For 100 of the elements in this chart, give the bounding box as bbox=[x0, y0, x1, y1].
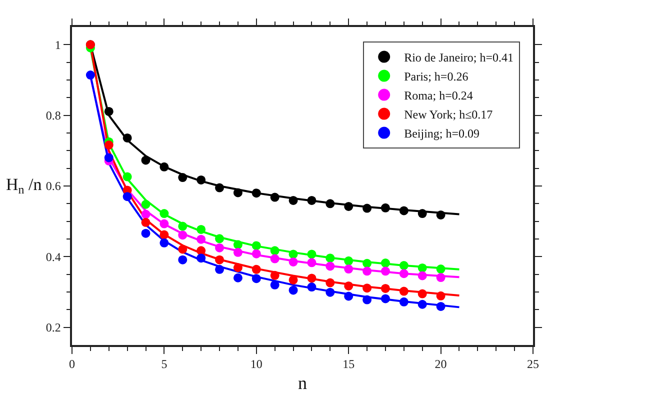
legend-label: New York; h≤0.17 bbox=[404, 107, 493, 122]
point bbox=[418, 300, 427, 309]
point bbox=[436, 291, 446, 300]
point bbox=[233, 248, 242, 257]
point bbox=[215, 255, 224, 264]
x-tick-label: 20 bbox=[434, 357, 447, 372]
point bbox=[362, 266, 372, 276]
point bbox=[233, 240, 242, 250]
x-axis-title: n bbox=[298, 372, 307, 393]
point bbox=[288, 196, 298, 205]
point bbox=[418, 289, 427, 298]
point bbox=[160, 230, 169, 240]
point bbox=[362, 284, 372, 293]
point bbox=[399, 297, 408, 306]
point bbox=[252, 241, 261, 250]
point bbox=[399, 269, 408, 278]
point bbox=[141, 210, 150, 219]
point bbox=[122, 192, 132, 202]
point bbox=[233, 263, 242, 272]
point bbox=[86, 70, 95, 80]
point bbox=[399, 261, 408, 270]
point bbox=[344, 292, 354, 301]
point bbox=[288, 286, 298, 295]
point bbox=[122, 133, 132, 142]
point bbox=[436, 264, 446, 274]
point bbox=[399, 286, 408, 296]
point bbox=[362, 295, 372, 304]
point bbox=[104, 153, 114, 162]
point bbox=[104, 106, 114, 116]
point bbox=[178, 173, 188, 182]
point bbox=[326, 288, 335, 297]
point bbox=[288, 257, 298, 266]
point bbox=[380, 294, 390, 304]
point bbox=[307, 258, 316, 268]
point bbox=[326, 278, 335, 288]
point bbox=[233, 188, 242, 198]
point bbox=[196, 224, 206, 234]
legend-label: Paris; h=0.26 bbox=[404, 69, 468, 84]
point bbox=[270, 280, 280, 290]
point bbox=[178, 230, 188, 240]
point bbox=[141, 156, 150, 165]
point bbox=[326, 199, 335, 208]
point bbox=[196, 246, 206, 256]
point bbox=[196, 175, 206, 184]
point bbox=[380, 284, 390, 293]
point bbox=[160, 238, 169, 248]
point bbox=[288, 250, 298, 259]
point bbox=[307, 196, 316, 205]
point bbox=[160, 219, 169, 228]
x-tick-label: 25 bbox=[527, 357, 539, 372]
point bbox=[215, 234, 224, 244]
y-tick-label: 0.2 bbox=[46, 320, 61, 335]
point bbox=[141, 200, 150, 209]
point bbox=[307, 250, 316, 259]
point bbox=[362, 258, 372, 268]
point bbox=[344, 264, 354, 274]
point bbox=[288, 275, 298, 284]
point bbox=[380, 258, 390, 268]
point bbox=[233, 273, 242, 282]
y-tick-label: 0.8 bbox=[46, 108, 61, 123]
point bbox=[270, 246, 280, 256]
point bbox=[252, 274, 261, 284]
point bbox=[326, 262, 335, 271]
y-tick-label: 0.4 bbox=[46, 250, 61, 264]
point bbox=[436, 302, 446, 311]
point bbox=[418, 209, 427, 218]
y-tick-label: 1 bbox=[54, 38, 61, 52]
point bbox=[215, 183, 224, 192]
point bbox=[270, 254, 280, 264]
x-tick-label: 0 bbox=[69, 357, 75, 372]
legend-label: Rio de Janeiro; h=0.41 bbox=[404, 50, 514, 64]
point bbox=[252, 188, 261, 198]
point bbox=[141, 228, 150, 238]
point bbox=[380, 266, 390, 276]
x-tick-label: 5 bbox=[161, 357, 168, 372]
x-tick-label: 15 bbox=[342, 357, 355, 372]
x-tick-label: 10 bbox=[250, 357, 262, 372]
point bbox=[178, 255, 188, 264]
point bbox=[270, 192, 280, 202]
y-axis-title: H$_{n}$ /n bbox=[6, 175, 42, 197]
point bbox=[160, 162, 169, 172]
point bbox=[362, 204, 372, 213]
point bbox=[344, 256, 354, 266]
point bbox=[196, 234, 206, 244]
point bbox=[196, 254, 206, 263]
point bbox=[344, 281, 354, 290]
point bbox=[436, 273, 446, 282]
point bbox=[399, 206, 408, 216]
point bbox=[380, 203, 390, 212]
point bbox=[418, 263, 427, 272]
point bbox=[104, 140, 114, 150]
point bbox=[307, 274, 316, 283]
point bbox=[122, 172, 132, 182]
point bbox=[307, 282, 316, 292]
point bbox=[141, 218, 150, 227]
point bbox=[215, 243, 224, 252]
point bbox=[326, 254, 335, 263]
legend-label: Roma; h=0.24 bbox=[404, 88, 473, 102]
point bbox=[215, 264, 224, 274]
point bbox=[178, 244, 188, 254]
